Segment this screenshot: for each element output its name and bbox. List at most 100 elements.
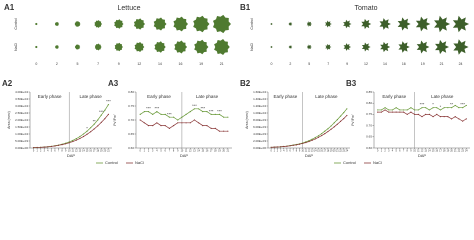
data-point bbox=[86, 130, 88, 132]
day-label: 14 bbox=[158, 62, 162, 66]
data-point bbox=[321, 134, 323, 137]
data-point bbox=[447, 116, 449, 118]
y-tick-label: 0.80 bbox=[366, 101, 372, 105]
plant-image bbox=[379, 18, 391, 30]
x-tick-label: 5 bbox=[395, 150, 397, 153]
data-point bbox=[388, 111, 390, 113]
plant-image bbox=[361, 42, 371, 52]
data-point bbox=[425, 107, 427, 109]
significance-label: *** bbox=[106, 99, 111, 104]
x-tick-label: 21 bbox=[107, 150, 110, 153]
data-point bbox=[346, 108, 348, 110]
x-tick-label: 4 bbox=[156, 150, 158, 153]
data-point bbox=[147, 111, 150, 113]
legend-label: Control bbox=[105, 160, 118, 165]
day-label: 14 bbox=[383, 62, 387, 66]
x-tick-label: 16 bbox=[206, 150, 209, 153]
data-point bbox=[206, 111, 208, 113]
y-tick-label: 0.65 bbox=[366, 135, 372, 139]
x-tick-label: 6 bbox=[289, 150, 291, 153]
series-line bbox=[377, 109, 467, 122]
data-point bbox=[189, 111, 191, 113]
data-point bbox=[439, 116, 442, 118]
plant-image bbox=[453, 39, 469, 55]
day-label: 2 bbox=[289, 62, 291, 66]
phase-label: Late phase bbox=[79, 94, 102, 99]
x-tick-label: 12 bbox=[308, 150, 311, 153]
plant-image bbox=[194, 39, 209, 55]
x-tick-label: 1 bbox=[36, 150, 38, 153]
day-label: 16 bbox=[402, 62, 406, 66]
significance-label: *** bbox=[200, 106, 205, 111]
day-label: 12 bbox=[364, 62, 368, 66]
data-point bbox=[314, 136, 316, 139]
x-tick-label: 5 bbox=[286, 150, 288, 153]
data-point bbox=[391, 111, 394, 113]
y-tick-label: 2.50E+04 bbox=[15, 111, 28, 115]
data-point bbox=[36, 146, 38, 149]
data-point bbox=[439, 109, 442, 111]
significance-label: *** bbox=[99, 109, 104, 114]
data-point bbox=[298, 143, 301, 145]
plant-image bbox=[133, 18, 145, 30]
plant-image bbox=[306, 44, 312, 50]
plant-image bbox=[154, 41, 166, 53]
x-tick-label: 2 bbox=[148, 150, 150, 153]
data-point bbox=[425, 113, 427, 115]
data-point bbox=[68, 142, 70, 144]
data-point bbox=[377, 111, 379, 113]
data-point bbox=[333, 126, 335, 128]
data-point bbox=[330, 128, 332, 130]
x-tick-label: 10 bbox=[181, 150, 184, 153]
x-tick-label: 4 bbox=[47, 150, 49, 153]
y-tick-label: 0.70 bbox=[128, 118, 134, 122]
phase-label: Early phase bbox=[382, 94, 406, 99]
day-label: 7 bbox=[327, 62, 329, 66]
data-point bbox=[327, 130, 329, 133]
data-point bbox=[32, 146, 35, 149]
data-point bbox=[43, 146, 45, 148]
plant-image bbox=[306, 21, 313, 27]
data-point bbox=[406, 109, 408, 111]
plant-image bbox=[435, 39, 449, 55]
significance-label: * bbox=[86, 125, 88, 130]
x-tick-label: 3 bbox=[152, 150, 154, 153]
x-tick-label: 16 bbox=[435, 150, 438, 153]
data-point bbox=[177, 122, 179, 124]
x-tick-label: 17 bbox=[210, 150, 213, 153]
plant-image bbox=[174, 40, 188, 54]
day-label: 9 bbox=[346, 62, 348, 66]
x-tick-label: 19 bbox=[447, 150, 450, 153]
y-tick-label: 0.75 bbox=[366, 112, 372, 116]
x-tick-label: 20 bbox=[333, 150, 336, 153]
plant-image bbox=[114, 42, 123, 52]
data-point bbox=[185, 113, 187, 115]
day-label: 9 bbox=[118, 62, 120, 66]
data-point bbox=[330, 125, 332, 127]
x-tick-label: 11 bbox=[72, 150, 75, 153]
y-tick-label: 0.60 bbox=[128, 146, 134, 150]
data-point bbox=[410, 111, 412, 113]
y-axis-label: Area (mm²) bbox=[7, 111, 11, 129]
data-point bbox=[218, 113, 221, 115]
data-point bbox=[443, 107, 445, 109]
data-point bbox=[40, 146, 42, 148]
data-point bbox=[227, 130, 229, 132]
plant-image bbox=[398, 41, 410, 53]
phase-label: Early phase bbox=[273, 94, 297, 99]
y-tick-label: 3.50E+04 bbox=[15, 97, 28, 101]
legend-label: NaCl bbox=[135, 160, 144, 165]
significance-label: *** bbox=[460, 102, 465, 107]
significance-label: *** bbox=[155, 106, 160, 111]
data-point bbox=[343, 118, 345, 120]
data-point bbox=[202, 125, 204, 127]
data-point bbox=[317, 136, 320, 138]
data-point bbox=[139, 119, 141, 121]
x-tick-label: 2 bbox=[277, 150, 279, 153]
x-tick-label: 20 bbox=[222, 150, 225, 153]
x-tick-label: 17 bbox=[93, 150, 96, 153]
x-tick-label: 9 bbox=[410, 150, 412, 153]
x-tick-label: 12 bbox=[75, 150, 78, 153]
x-tick-label: 13 bbox=[79, 150, 82, 153]
